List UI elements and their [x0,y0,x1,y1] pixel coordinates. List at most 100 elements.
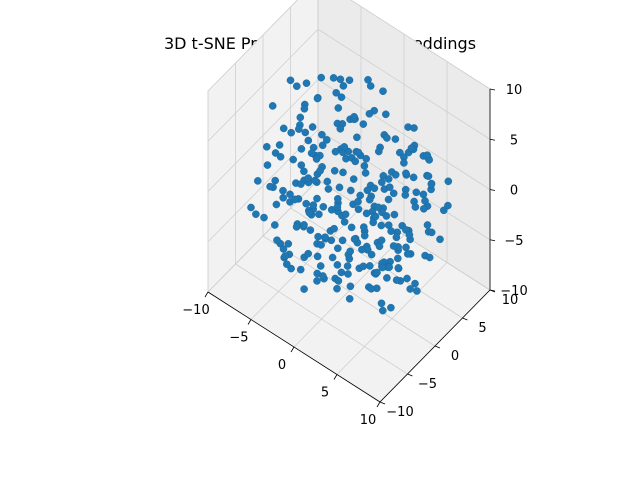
data-point [383,274,391,282]
data-point [343,262,352,270]
data-point [292,82,301,90]
data-point [291,195,299,204]
grid-line [317,28,491,140]
data-point [413,287,421,295]
data-point [400,159,408,167]
data-point [306,226,315,234]
data-point [387,303,395,312]
z-tick-label: 10 [506,83,523,98]
data-point [309,201,318,209]
data-point [311,176,319,185]
data-point [336,75,345,84]
data-point [275,141,284,149]
data-point [286,190,294,199]
data-point [374,147,383,156]
y-tick-label: 0 [451,349,459,364]
data-point [341,210,350,219]
data-point [345,294,354,303]
data-point [334,277,343,285]
data-point [351,157,360,166]
data-point [324,185,333,193]
data-point [339,82,348,90]
data-point [272,200,281,209]
data-point [270,221,279,229]
data-point [332,89,341,97]
data-point [318,130,326,139]
axis-panes [207,0,491,403]
data-point [377,221,386,230]
z-tick-label: 5 [510,133,518,148]
data-point [363,186,372,195]
z-tick-mark [489,289,496,292]
y-tick-label: −5 [418,377,437,392]
grid-line [350,0,491,90]
data-point [359,262,368,271]
data-point [409,173,418,182]
data-point [390,210,399,219]
data-point [392,233,401,242]
data-point [301,128,310,137]
data-point [321,233,329,241]
data-point [354,205,363,214]
z-tick-mark [489,189,496,191]
data-point [360,231,369,240]
z-tick-mark [489,88,496,91]
y-tick-label: 5 [478,321,486,336]
x-tick-mark [247,319,252,325]
data-point [371,212,380,221]
grid-line [317,179,491,291]
data-point [391,135,400,143]
data-point [425,253,434,262]
data-point [423,221,432,229]
data-point [338,236,347,245]
data-point [436,235,444,244]
data-point [370,184,379,193]
x-tick-label: 10 [360,413,377,428]
data-point [403,250,412,258]
data-point [405,230,414,239]
data-point [330,224,338,233]
data-point [315,210,323,219]
data-point [304,249,313,258]
x-tick-label: −10 [182,303,209,318]
data-point [336,125,345,133]
data-point [346,186,355,195]
data-point [333,203,342,211]
data-point [300,105,309,113]
data-point [297,145,306,153]
data-point [403,274,411,283]
data-point [419,204,428,213]
x-tick-mark [376,401,381,408]
data-point [314,232,322,241]
data-point [347,223,356,232]
data-point [279,245,288,253]
data-point [421,197,429,205]
data-point [294,125,303,133]
grid-line [317,79,491,190]
data-point [323,177,332,186]
data-point [308,123,317,131]
data-point [300,285,308,293]
data-point [384,175,393,183]
data-point [317,73,326,82]
data-point [302,199,311,208]
y-tick-mark [407,373,413,377]
data-point [313,277,321,285]
data-point [391,170,400,179]
data-point [384,195,393,204]
grid-line [235,263,408,375]
data-point [313,94,322,103]
data-point [411,203,420,211]
data-point [354,148,363,157]
data-point [407,144,416,152]
data-point [412,188,421,197]
data-point [329,74,338,82]
data-point [410,124,418,132]
data-point [354,197,362,206]
data-point [402,243,410,252]
data-point [362,209,371,218]
data-point [359,223,368,231]
data-point [281,252,289,260]
x-tick-label: 5 [321,386,329,401]
